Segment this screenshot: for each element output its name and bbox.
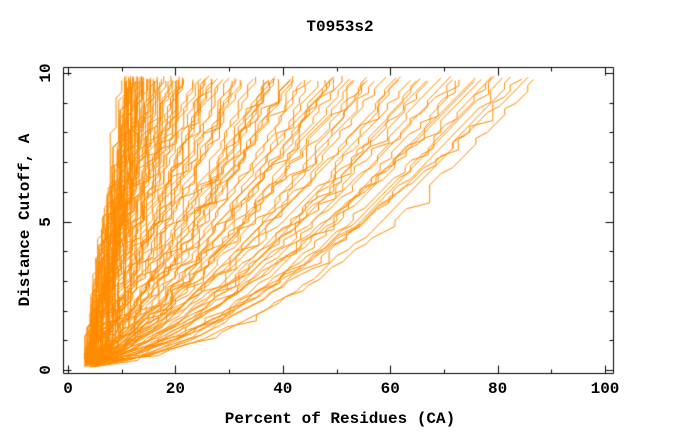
y-tick-label: 5	[37, 216, 55, 227]
x-tick-label: 20	[165, 380, 185, 398]
y-tick-label: 10	[37, 63, 55, 83]
chart-title: T0953s2	[306, 18, 374, 36]
x-tick-label: 100	[590, 380, 620, 398]
x-tick-label: 80	[487, 380, 508, 398]
x-tick-label: 40	[273, 380, 293, 398]
x-tick-label: 0	[63, 380, 73, 398]
x-axis-label: Percent of Residues (CA)	[224, 410, 456, 428]
y-axis-label: Distance Cutoff, A	[16, 133, 34, 307]
y-tick-label: 0	[37, 365, 55, 375]
x-tick-label: 60	[380, 380, 400, 398]
